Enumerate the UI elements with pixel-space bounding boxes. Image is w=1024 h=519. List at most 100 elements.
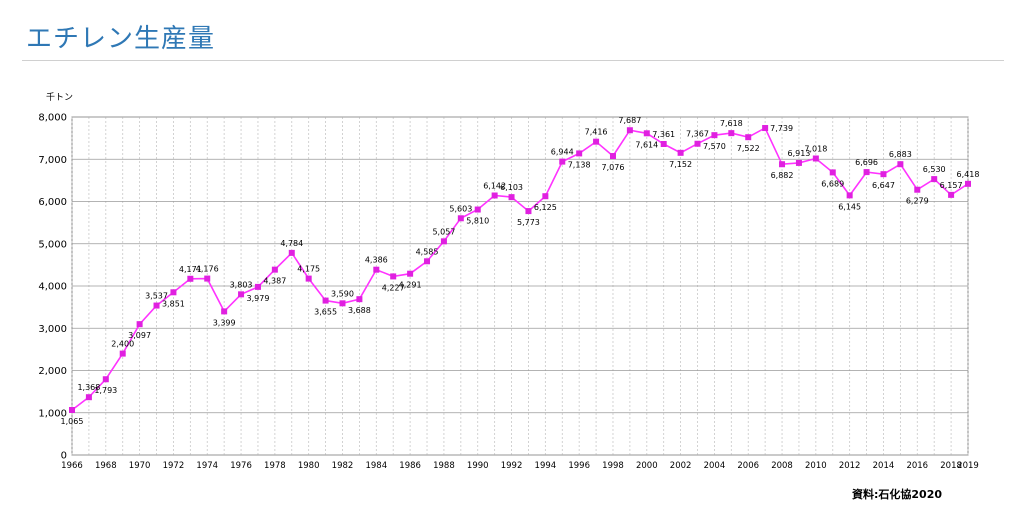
data-label: 4,784 xyxy=(280,239,303,248)
source-note: 資料:石化協2020 xyxy=(852,488,943,501)
data-label: 4,175 xyxy=(297,265,320,274)
x-tick-label: 1988 xyxy=(433,461,455,471)
data-point-marker xyxy=(812,155,819,162)
data-point-marker xyxy=(728,130,735,137)
x-tick-label: 2019 xyxy=(957,461,979,471)
x-tick-label: 1970 xyxy=(129,461,151,471)
y-tick-label: 8,000 xyxy=(38,113,67,124)
x-tick-label: 1990 xyxy=(467,461,489,471)
x-tick-label: 1986 xyxy=(399,461,421,471)
data-label: 7,076 xyxy=(602,163,625,172)
data-point-marker xyxy=(221,308,228,315)
x-tick-label: 1978 xyxy=(264,461,286,471)
x-tick-label: 2000 xyxy=(636,461,658,471)
data-point-marker xyxy=(474,206,481,213)
data-point-marker xyxy=(863,169,870,176)
data-label: 4,176 xyxy=(196,265,219,274)
data-point-marker xyxy=(119,350,126,357)
y-tick-label: 7,000 xyxy=(38,155,67,166)
data-label: 3,979 xyxy=(247,294,270,303)
data-label: 6,696 xyxy=(855,158,878,167)
data-point-marker xyxy=(356,296,363,303)
data-label: 3,851 xyxy=(162,299,185,308)
data-label: 3,399 xyxy=(213,318,236,327)
x-tick-label: 1966 xyxy=(61,461,83,471)
x-tick-label: 1976 xyxy=(230,461,252,471)
y-tick-label: 0 xyxy=(61,451,67,462)
data-point-marker xyxy=(559,158,566,165)
data-point-marker xyxy=(305,275,312,282)
data-point-marker xyxy=(102,376,109,383)
data-label: 6,418 xyxy=(957,170,980,179)
data-point-marker xyxy=(542,193,549,200)
data-point-marker xyxy=(948,191,955,198)
data-point-marker xyxy=(69,407,75,414)
data-point-marker xyxy=(593,138,600,145)
x-tick-label: 2008 xyxy=(771,461,793,471)
data-label: 7,570 xyxy=(703,142,726,151)
data-point-marker xyxy=(880,171,887,178)
data-label: 2,400 xyxy=(111,340,134,349)
y-tick-label: 1,000 xyxy=(38,408,67,419)
data-point-marker xyxy=(170,289,177,296)
data-label: 6,647 xyxy=(872,181,895,190)
x-tick-label: 1984 xyxy=(365,461,387,471)
data-point-marker xyxy=(407,270,414,277)
y-unit-label: 千トン xyxy=(46,92,73,103)
x-tick-label: 2016 xyxy=(906,461,928,471)
grid-layer xyxy=(71,116,969,456)
y-tick-label: 2,000 xyxy=(38,366,67,377)
x-tick-label: 1972 xyxy=(163,461,185,471)
x-tick-label: 2012 xyxy=(839,461,861,471)
x-tick-label: 1994 xyxy=(535,461,557,471)
data-label: 3,655 xyxy=(314,308,337,317)
data-point-marker xyxy=(136,321,143,328)
data-label: 7,018 xyxy=(804,144,827,153)
data-label: 1,065 xyxy=(61,417,84,426)
page-title: エチレン生産量 xyxy=(26,24,216,54)
x-tick-label: 1992 xyxy=(501,461,523,471)
x-tick-label: 2014 xyxy=(873,461,895,471)
data-point-marker xyxy=(440,238,447,245)
x-tick-label: 2006 xyxy=(737,461,759,471)
x-tick-label: 1982 xyxy=(332,461,354,471)
data-label: 4,585 xyxy=(416,247,439,256)
data-point-marker xyxy=(626,127,633,134)
data-point-marker xyxy=(288,249,295,256)
data-point-marker xyxy=(829,169,836,176)
data-label: 6,530 xyxy=(923,165,946,174)
series-layer xyxy=(69,125,971,414)
data-point-marker xyxy=(238,291,245,298)
x-tick-label: 1980 xyxy=(298,461,320,471)
data-point-marker xyxy=(424,258,431,265)
data-point-marker xyxy=(795,159,802,166)
data-point-marker xyxy=(711,132,718,139)
data-point-marker xyxy=(322,297,329,304)
data-point-marker xyxy=(779,161,786,168)
data-label: 6,142 xyxy=(483,182,506,191)
data-point-marker xyxy=(271,266,278,273)
data-label: 4,387 xyxy=(263,277,286,286)
y-tick-label: 6,000 xyxy=(38,197,67,208)
data-point-marker xyxy=(745,134,752,141)
data-label: 1,793 xyxy=(94,386,117,395)
data-label: 6,689 xyxy=(821,179,844,188)
data-label: 6,883 xyxy=(889,150,912,159)
data-point-marker xyxy=(762,125,769,132)
x-tick-label: 2018 xyxy=(940,461,962,471)
data-label: 6,157 xyxy=(940,181,963,190)
data-label: 5,773 xyxy=(517,218,540,227)
data-label: 7,138 xyxy=(568,160,591,169)
data-point-marker xyxy=(846,192,853,199)
y-tick-label: 4,000 xyxy=(38,282,67,293)
data-point-marker xyxy=(660,140,667,147)
data-point-marker xyxy=(897,161,904,168)
data-label: 7,416 xyxy=(585,128,608,137)
data-label: 4,227 xyxy=(382,283,405,292)
data-label: 6,944 xyxy=(551,148,574,157)
data-point-marker xyxy=(373,266,380,273)
x-tick-label: 1974 xyxy=(196,461,218,471)
data-label: 6,145 xyxy=(838,202,861,211)
data-label: 7,522 xyxy=(737,144,760,153)
data-label: 7,367 xyxy=(686,130,709,139)
